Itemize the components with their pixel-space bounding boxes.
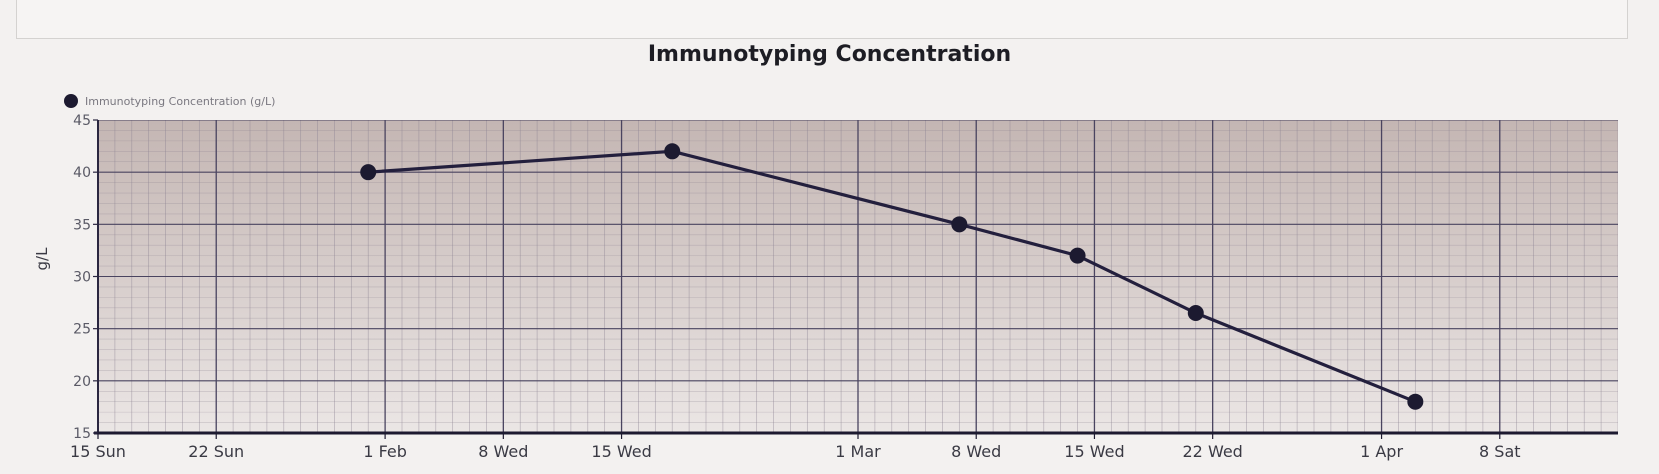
- x-tick-label: 15 Wed: [1064, 442, 1124, 461]
- x-tick-label: 22 Sun: [188, 442, 244, 461]
- data-point: [664, 143, 681, 160]
- data-series: [360, 143, 1424, 410]
- legend-marker-icon: [64, 94, 78, 108]
- data-point: [360, 164, 377, 181]
- x-tick-label: 1 Feb: [363, 442, 407, 461]
- x-tick-label: 15 Wed: [591, 442, 651, 461]
- data-point: [951, 216, 968, 233]
- x-tick-label: 15 Sun: [70, 442, 126, 461]
- x-tick-label: 1 Apr: [1360, 442, 1403, 461]
- series-line: [368, 149, 1416, 404]
- legend[interactable]: Immunotyping Concentration (g/L): [64, 92, 275, 110]
- data-point: [1407, 393, 1424, 410]
- legend-entry: Immunotyping Concentration (g/L): [85, 94, 276, 108]
- data-point: [1069, 247, 1086, 264]
- x-tick-label: 22 Wed: [1183, 442, 1243, 461]
- y-tick-label: 35: [73, 217, 91, 233]
- y-tick-label: 40: [73, 165, 91, 181]
- header-frame: [16, 0, 1628, 39]
- data-point: [1187, 305, 1204, 322]
- x-tick-labels: 15 Sun 22 Sun 1 Feb 8 Wed 15 Wed 1 Mar 8 Wed 15…: [70, 433, 1521, 461]
- x-tick-label: 8 Sat: [1479, 442, 1521, 461]
- x-tick-label: 8 Wed: [951, 442, 1001, 461]
- x-tick-label: 1 Mar: [835, 442, 881, 461]
- y-tick-label: 30: [73, 270, 91, 286]
- y-tick-labels: 15 20 25 30 35 40 45: [73, 113, 98, 442]
- y-tick-label: 15: [73, 426, 91, 442]
- y-tick-label: 45: [73, 113, 91, 129]
- y-tick-label: 25: [73, 322, 91, 338]
- y-tick-label: 20: [73, 374, 91, 390]
- x-tick-label: 8 Wed: [478, 442, 528, 461]
- chart-title: Immunotyping Concentration: [647, 42, 1012, 67]
